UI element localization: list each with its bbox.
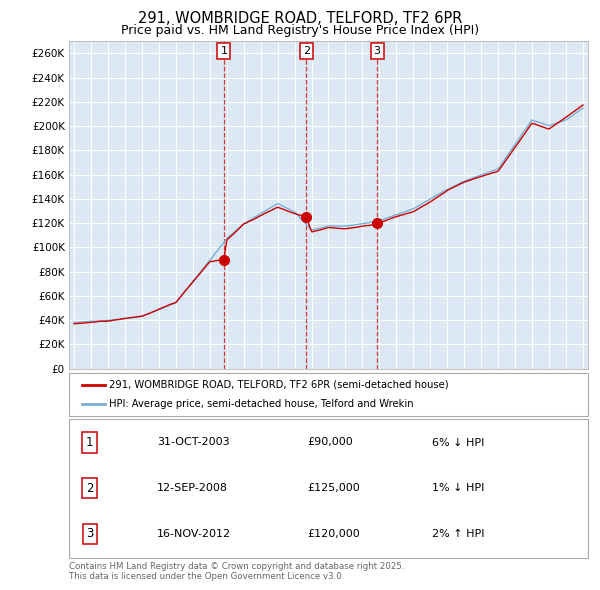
Text: 16-NOV-2012: 16-NOV-2012 bbox=[157, 529, 232, 539]
FancyBboxPatch shape bbox=[69, 373, 588, 416]
Text: £125,000: £125,000 bbox=[308, 483, 361, 493]
Text: HPI: Average price, semi-detached house, Telford and Wrekin: HPI: Average price, semi-detached house,… bbox=[109, 399, 414, 409]
Text: 3: 3 bbox=[374, 46, 380, 56]
Text: 3: 3 bbox=[86, 527, 94, 540]
Text: 1: 1 bbox=[86, 436, 94, 449]
Text: 291, WOMBRIDGE ROAD, TELFORD, TF2 6PR: 291, WOMBRIDGE ROAD, TELFORD, TF2 6PR bbox=[138, 11, 462, 25]
Text: 12-SEP-2008: 12-SEP-2008 bbox=[157, 483, 228, 493]
Text: 2% ↑ HPI: 2% ↑ HPI bbox=[432, 529, 485, 539]
Text: 1: 1 bbox=[220, 46, 227, 56]
Text: Contains HM Land Registry data © Crown copyright and database right 2025.
This d: Contains HM Land Registry data © Crown c… bbox=[69, 562, 404, 581]
Text: 6% ↓ HPI: 6% ↓ HPI bbox=[432, 437, 485, 447]
Text: 291, WOMBRIDGE ROAD, TELFORD, TF2 6PR (semi-detached house): 291, WOMBRIDGE ROAD, TELFORD, TF2 6PR (s… bbox=[109, 380, 449, 390]
Text: Price paid vs. HM Land Registry's House Price Index (HPI): Price paid vs. HM Land Registry's House … bbox=[121, 24, 479, 37]
Text: 31-OCT-2003: 31-OCT-2003 bbox=[157, 437, 230, 447]
Text: £90,000: £90,000 bbox=[308, 437, 353, 447]
Text: 2: 2 bbox=[86, 481, 94, 495]
FancyBboxPatch shape bbox=[69, 419, 588, 558]
Text: 1% ↓ HPI: 1% ↓ HPI bbox=[432, 483, 485, 493]
Text: £120,000: £120,000 bbox=[308, 529, 361, 539]
Text: 2: 2 bbox=[303, 46, 310, 56]
